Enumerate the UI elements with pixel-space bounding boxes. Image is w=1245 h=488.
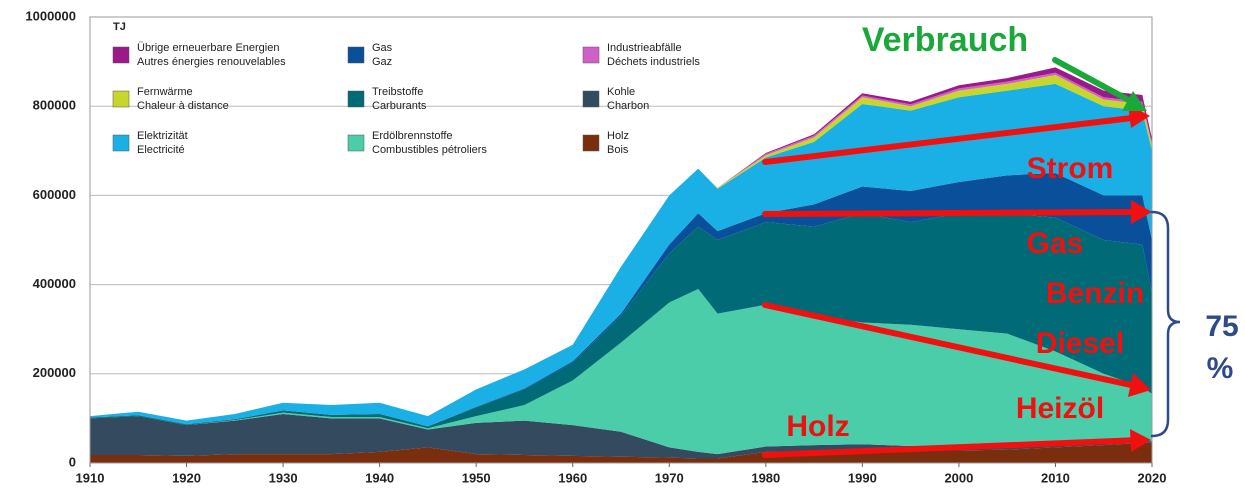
arrow [762, 209, 1143, 217]
x-tick-label: 1910 [76, 470, 105, 485]
x-tick-label: 1940 [365, 470, 394, 485]
area [90, 173, 1152, 427]
legend-label-fr: Gaz [372, 56, 392, 68]
y-tick-label: 800000 [33, 98, 76, 113]
arrow-head [1122, 91, 1147, 111]
legend-label: Fernwärme [137, 86, 193, 98]
legend-label: Übrige erneuerbare Energien [137, 42, 279, 54]
legend-swatch [112, 90, 130, 108]
x-tick-label: 2020 [1138, 470, 1167, 485]
plot-frame [89, 16, 1153, 464]
legend-swatch [347, 46, 365, 64]
legend-label: Elektrizität [137, 130, 188, 142]
annotation: 75 [1205, 310, 1238, 343]
legend-label: Kohle [607, 86, 635, 98]
x-tick-label: 1960 [558, 470, 587, 485]
legend-label: Gas [372, 42, 393, 54]
arrow-head [1128, 373, 1151, 397]
legend-label-fr: Electricité [137, 144, 185, 156]
arrow [762, 302, 1143, 390]
annotation: Heizöl [1016, 392, 1104, 425]
x-tick-label: 1950 [462, 470, 491, 485]
legend-label: Holz [607, 130, 629, 142]
legend-swatch [112, 46, 130, 64]
x-tick-label: 1990 [848, 470, 877, 485]
arrow-head [1130, 429, 1151, 452]
y-tick-label: 0 [69, 454, 76, 469]
y-tick-label: 400000 [33, 276, 76, 291]
legend-label-fr: Bois [607, 144, 629, 156]
x-tick-label: 2010 [1041, 470, 1070, 485]
annotation: Diesel [1036, 327, 1124, 360]
legend-swatch [347, 134, 365, 152]
legend-swatch [582, 90, 600, 108]
area [90, 213, 1152, 429]
legend-swatch [347, 90, 365, 108]
legend-label-fr: Carburants [372, 100, 427, 112]
legend: Übrige erneuerbare Energien Autres énergi… [112, 42, 700, 156]
legend-swatch [582, 134, 600, 152]
area [90, 442, 1152, 463]
y-tick-label: 200000 [33, 365, 76, 380]
annotation: Benzin [1046, 277, 1144, 310]
y-tick-label: 600000 [33, 187, 76, 202]
x-tick-label: 1930 [269, 470, 298, 485]
annotation: % [1207, 352, 1234, 385]
arrow [762, 437, 1143, 458]
legend-swatch [582, 46, 600, 64]
arrow [762, 114, 1143, 165]
x-tick-label: 1920 [172, 470, 201, 485]
legend-label-fr: Chaleur à distance [137, 100, 229, 112]
x-tick-label: 1980 [751, 470, 780, 485]
legend-label: Erdölbrennstoffe [372, 130, 453, 142]
areas [90, 16, 1152, 464]
bracket [1150, 210, 1181, 438]
arrows [762, 57, 1181, 458]
legend-label-fr: Charbon [607, 100, 649, 112]
legend-label-fr: Combustibles pétroliers [372, 144, 487, 156]
arrow-head [1131, 200, 1152, 224]
legend-label-fr: Autres énergies renouvelables [137, 56, 286, 68]
legend-label: Treibstoffe [372, 86, 423, 98]
legend-swatch [112, 134, 130, 152]
annotation: Strom [1027, 152, 1114, 185]
x-tick-label: 2000 [944, 470, 973, 485]
annotation: Verbrauch [862, 21, 1028, 59]
legend-label-fr: Déchets industriels [607, 56, 700, 68]
arrow [1052, 57, 1139, 107]
annotation: Holz [786, 410, 849, 443]
x-tick-label: 1970 [655, 470, 684, 485]
y-axis-label: TJ [113, 21, 126, 33]
legend-label: Industrieabfälle [607, 42, 682, 54]
area [90, 83, 1152, 427]
y-tick-label: 1000000 [25, 8, 76, 23]
annotation: Gas [1027, 227, 1084, 260]
